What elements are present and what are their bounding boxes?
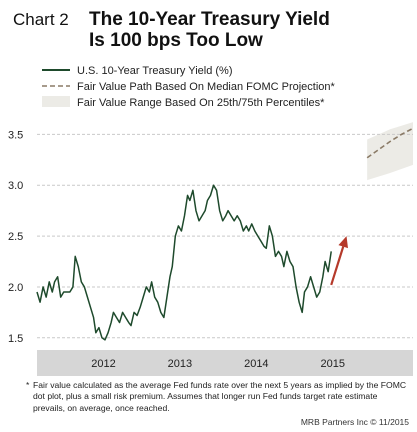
- y-tick-label: 3.5: [8, 129, 23, 141]
- x-tick-label: 2012: [91, 358, 115, 370]
- annotation-arrow: [330, 236, 348, 286]
- gridlines: [37, 133, 413, 339]
- x-tick-label: 2015: [321, 358, 345, 370]
- y-tick-label: 2.0: [8, 282, 23, 294]
- footnote-marker: *: [26, 380, 30, 390]
- chart-number: Chart 2: [13, 10, 69, 29]
- chart-figure: Chart 2 The 10-Year Treasury Yield Is 10…: [8, 9, 414, 376]
- footnote-text: Fair value calculated as the average Fed…: [33, 380, 407, 413]
- range-band-area: [367, 122, 413, 181]
- legend-label-yield: U.S. 10-Year Treasury Yield (%): [77, 65, 233, 77]
- footnote: * Fair value calculated as the average F…: [26, 380, 411, 414]
- x-tick-label: 2013: [168, 358, 192, 370]
- x-axis-ticks: 2012 2013 2014 2015: [91, 358, 345, 370]
- x-tick-label: 2014: [244, 358, 268, 370]
- series-layer: [36, 127, 414, 341]
- series-line-yield: [36, 184, 332, 341]
- series-line-projection: [366, 127, 414, 159]
- source-credit: MRB Partners Inc © 11/2015: [300, 417, 409, 427]
- legend-swatch-range: [42, 96, 70, 107]
- chart-title-line2: Is 100 bps Too Low: [89, 30, 263, 51]
- y-tick-label: 3.0: [8, 180, 23, 192]
- fair-value-range-band: [367, 122, 413, 181]
- arrow-head: [338, 236, 348, 249]
- legend-label-projection: Fair Value Path Based On Median FOMC Pro…: [77, 81, 336, 93]
- legend: U.S. 10-Year Treasury Yield (%) Fair Val…: [42, 65, 336, 109]
- x-axis-band: [37, 350, 413, 376]
- legend-label-range: Fair Value Range Based On 25th/75th Perc…: [77, 97, 325, 109]
- y-axis-ticks: 1.5 2.0 2.5 3.0 3.5: [8, 129, 23, 344]
- arrow-shaft: [330, 246, 345, 286]
- y-tick-label: 2.5: [8, 231, 23, 243]
- chart-title-line1: The 10-Year Treasury Yield: [89, 9, 330, 30]
- y-tick-label: 1.5: [8, 333, 23, 345]
